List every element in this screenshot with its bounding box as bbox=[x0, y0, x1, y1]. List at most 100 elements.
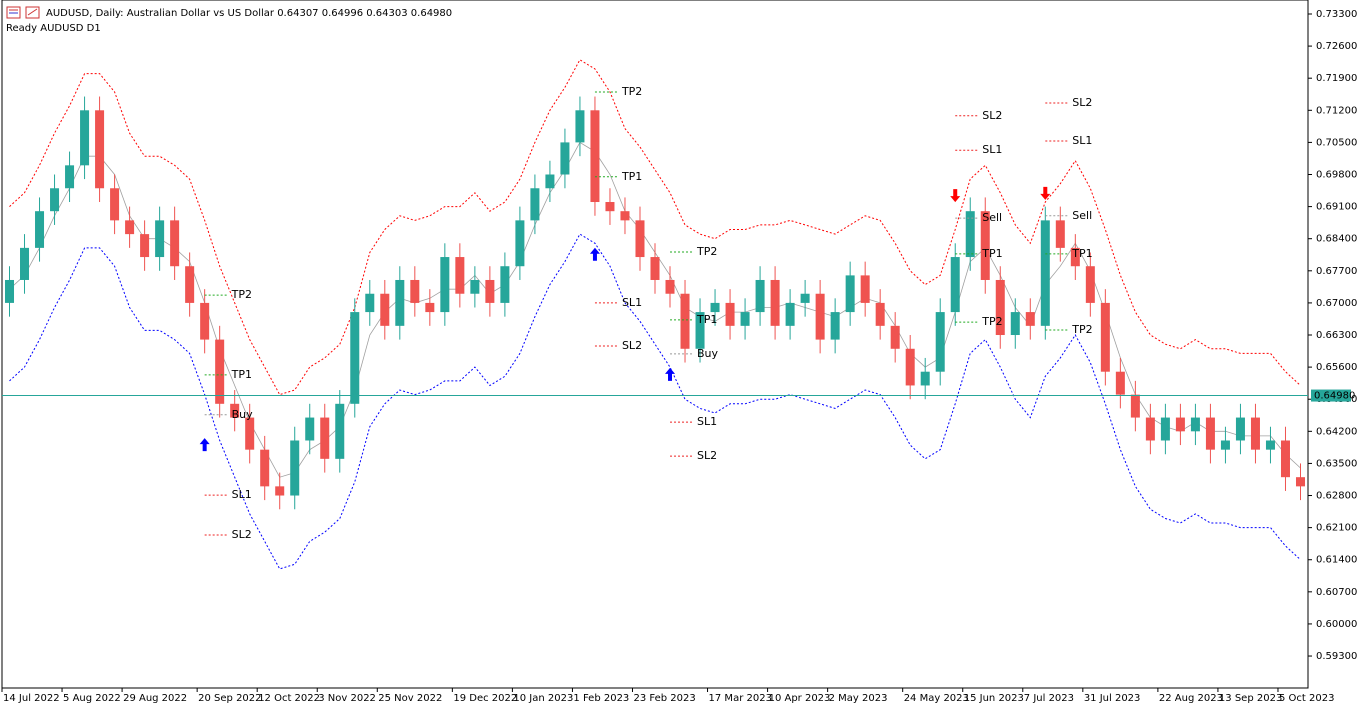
candle-body bbox=[575, 110, 585, 143]
y-tick-label: 0.61400 bbox=[1316, 555, 1357, 566]
candle-body bbox=[1130, 394, 1140, 418]
level-label: SL1 bbox=[232, 488, 252, 501]
candle-body bbox=[200, 302, 210, 340]
x-tick-label: 5 Oct 2023 bbox=[1279, 693, 1334, 704]
x-tick-label: 22 Aug 2023 bbox=[1159, 693, 1223, 704]
level-label: TP1 bbox=[231, 368, 252, 381]
candle-body bbox=[1085, 266, 1095, 303]
candle-body bbox=[1055, 220, 1065, 248]
candle-body bbox=[650, 257, 660, 280]
candle-body bbox=[530, 188, 540, 221]
candle-body bbox=[665, 279, 675, 294]
candle-body bbox=[215, 339, 225, 404]
candle-body bbox=[35, 211, 45, 248]
y-tick-label: 0.67700 bbox=[1316, 266, 1357, 277]
candle-body bbox=[545, 174, 555, 189]
candle-body bbox=[680, 293, 690, 349]
y-tick-label: 0.63500 bbox=[1316, 458, 1357, 469]
x-tick-label: 17 Mar 2023 bbox=[709, 693, 772, 704]
candle-body bbox=[1115, 371, 1125, 395]
level-label: SL1 bbox=[697, 415, 717, 428]
sell-arrow bbox=[950, 189, 961, 203]
candle-body bbox=[965, 211, 975, 258]
x-tick-label: 3 Nov 2022 bbox=[318, 693, 376, 704]
candle-body bbox=[230, 403, 240, 418]
last-price-label: 0.64980 bbox=[1314, 391, 1355, 402]
candle-body bbox=[305, 417, 315, 441]
header-icon bbox=[6, 6, 40, 19]
buy-arrow bbox=[199, 438, 210, 452]
candle-body bbox=[1025, 312, 1035, 326]
level-label: SL2 bbox=[982, 109, 1002, 122]
candle-body bbox=[875, 302, 885, 326]
y-tick-label: 0.60000 bbox=[1316, 619, 1357, 630]
x-tick-label: 7 Jul 2023 bbox=[1024, 693, 1074, 704]
candle-body bbox=[1190, 417, 1200, 432]
candle-body bbox=[95, 110, 105, 189]
level-label: SL2 bbox=[697, 449, 717, 462]
candle-body bbox=[1205, 417, 1215, 450]
level-label: TP1 bbox=[981, 247, 1002, 260]
candle-body bbox=[950, 257, 960, 313]
level-label: SL1 bbox=[982, 143, 1002, 156]
level-label: TP1 bbox=[696, 313, 717, 326]
candle-body bbox=[995, 279, 1005, 336]
x-tick-label: 13 Sep 2023 bbox=[1219, 693, 1282, 704]
candle-body bbox=[290, 440, 300, 496]
upper-band bbox=[9, 59, 1301, 396]
candle-body bbox=[725, 302, 735, 326]
level-label: Buy bbox=[232, 408, 254, 421]
candle-body bbox=[905, 348, 915, 386]
candle-body bbox=[980, 211, 990, 280]
candle-body bbox=[860, 275, 870, 303]
last-price-box bbox=[1311, 389, 1351, 402]
level-label: TP1 bbox=[1071, 247, 1092, 260]
candle-body bbox=[65, 165, 75, 189]
candle-body bbox=[5, 279, 15, 303]
candle-body bbox=[920, 371, 930, 386]
candle-body bbox=[740, 312, 750, 326]
candle-body bbox=[1235, 417, 1245, 441]
x-tick-label: 25 Nov 2022 bbox=[378, 693, 442, 704]
y-tick-label: 0.65600 bbox=[1316, 362, 1357, 373]
candle-body bbox=[395, 279, 405, 326]
x-tick-label: 23 Feb 2023 bbox=[633, 693, 695, 704]
candle-body bbox=[410, 279, 420, 303]
candle-body bbox=[380, 293, 390, 326]
candle-body bbox=[425, 302, 435, 313]
candle-body bbox=[50, 188, 60, 212]
candle-body bbox=[830, 312, 840, 340]
x-tick-label: 14 Jul 2022 bbox=[3, 693, 60, 704]
candle-body bbox=[110, 188, 120, 221]
candle-body bbox=[1100, 302, 1110, 372]
level-label: TP2 bbox=[1071, 323, 1092, 336]
y-tick-label: 0.62800 bbox=[1316, 491, 1357, 502]
level-label: TP2 bbox=[231, 288, 252, 301]
level-label: Buy bbox=[697, 347, 719, 360]
x-tick-label: 5 Aug 2022 bbox=[63, 693, 121, 704]
candle-body bbox=[1010, 312, 1020, 336]
x-tick-label: 15 Jun 2023 bbox=[964, 693, 1024, 704]
candle-body bbox=[710, 302, 720, 313]
candle-body bbox=[1295, 477, 1305, 487]
candle-body bbox=[185, 266, 195, 303]
x-tick-label: 24 May 2023 bbox=[904, 693, 969, 704]
plot-frame bbox=[1, 0, 1309, 689]
y-tick-label: 0.71200 bbox=[1316, 105, 1357, 116]
y-tick-label: 0.70500 bbox=[1316, 137, 1357, 148]
candle-body bbox=[1265, 440, 1275, 450]
x-tick-label: 1 Feb 2023 bbox=[573, 693, 629, 704]
candle-body bbox=[80, 110, 90, 166]
x-tick-label: 10 Apr 2023 bbox=[769, 693, 831, 704]
candle-body bbox=[1175, 417, 1185, 432]
y-tick-label: 0.60700 bbox=[1316, 587, 1357, 598]
candle-body bbox=[890, 325, 900, 349]
candle-body bbox=[170, 220, 180, 267]
level-label: TP2 bbox=[621, 85, 642, 98]
candle-body bbox=[785, 302, 795, 326]
x-tick-label: 29 Aug 2022 bbox=[123, 693, 187, 704]
candle-body bbox=[845, 275, 855, 313]
x-tick-label: 19 Dec 2022 bbox=[453, 693, 517, 704]
candle-body bbox=[1070, 247, 1080, 267]
